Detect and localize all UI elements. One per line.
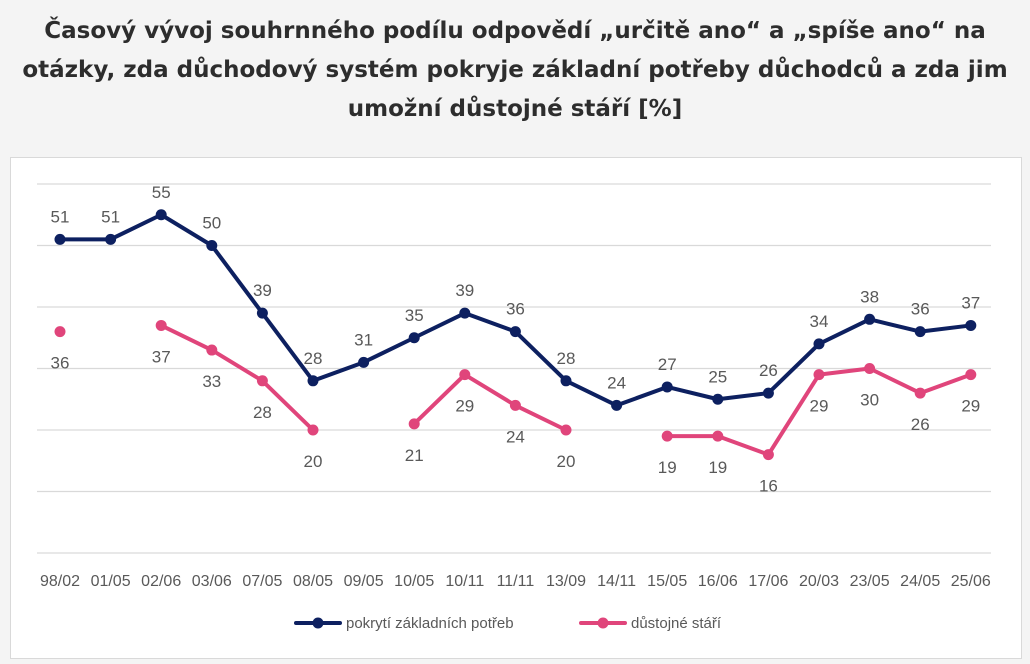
data-label-needs: 26 xyxy=(759,361,778,380)
data-point-needs xyxy=(864,313,876,325)
data-label-needs: 28 xyxy=(557,349,576,368)
data-label-needs: 38 xyxy=(860,287,879,306)
data-label-needs: 51 xyxy=(51,207,70,226)
data-label-dignity: 29 xyxy=(455,397,474,416)
data-point-dignity xyxy=(206,344,218,356)
legend-marker-needs xyxy=(312,617,324,629)
x-tick-label: 20/03 xyxy=(799,573,839,590)
data-label-dignity: 19 xyxy=(708,458,727,477)
legend-marker-dignity xyxy=(597,617,609,629)
data-point-dignity xyxy=(155,319,167,331)
data-point-dignity xyxy=(560,424,572,436)
x-tick-label: 03/06 xyxy=(192,573,232,590)
data-label-needs: 55 xyxy=(152,183,171,202)
data-point-needs xyxy=(459,307,471,319)
series-line-dignity xyxy=(159,323,315,432)
data-point-needs xyxy=(206,240,218,251)
data-point-needs xyxy=(712,393,724,405)
x-tick-label: 01/05 xyxy=(91,573,131,590)
x-tick-label: 09/05 xyxy=(344,573,384,590)
x-tick-label: 98/02 xyxy=(40,573,80,590)
x-tick-label: 10/11 xyxy=(445,573,484,590)
chart-title: Časový vývoj souhrnného podílu odpovědí … xyxy=(22,18,1008,122)
data-point-needs xyxy=(256,307,268,319)
x-tick-label: 17/06 xyxy=(748,573,788,590)
data-point-needs xyxy=(661,381,673,393)
data-label-dignity: 26 xyxy=(911,415,930,434)
data-point-dignity xyxy=(307,424,319,436)
x-tick-label: 23/05 xyxy=(850,573,890,590)
data-label-dignity: 19 xyxy=(658,458,677,477)
data-label-needs: 37 xyxy=(961,293,980,312)
data-point-needs xyxy=(307,375,319,387)
data-label-needs: 39 xyxy=(455,281,474,300)
data-point-dignity xyxy=(509,399,521,411)
x-tick-label: 07/05 xyxy=(242,573,282,590)
x-tick-label: 02/06 xyxy=(141,573,181,590)
x-tick-label: 14/11 xyxy=(597,573,636,590)
data-point-dignity xyxy=(459,369,471,381)
data-label-dignity: 30 xyxy=(860,391,879,410)
data-label-dignity: 29 xyxy=(961,397,980,416)
data-point-dignity xyxy=(256,375,268,387)
x-tick-label: 13/09 xyxy=(546,573,586,590)
data-label-needs: 51 xyxy=(101,207,120,226)
data-point-needs xyxy=(54,233,66,245)
series-line-dignity xyxy=(412,372,568,432)
data-label-dignity: 16 xyxy=(759,477,778,496)
data-label-dignity: 20 xyxy=(304,452,323,471)
x-tick-label: 10/05 xyxy=(394,573,434,590)
data-point-needs xyxy=(560,375,572,387)
line-chart: 98/02 01/05 02/06 03/06 07/05 08/05 09/05 10/05… xyxy=(37,183,991,632)
x-tick-label: 25/06 xyxy=(951,573,991,590)
x-tick-label: 08/05 xyxy=(293,573,333,590)
data-label-dignity: 28 xyxy=(253,403,272,422)
data-point-needs xyxy=(358,356,370,368)
data-label-needs: 24 xyxy=(607,373,626,392)
data-point-dignity xyxy=(712,430,724,442)
data-label-needs: 36 xyxy=(911,300,930,319)
data-label-needs: 39 xyxy=(253,281,272,300)
data-point-needs xyxy=(965,319,977,331)
data-label-dignity: 37 xyxy=(152,347,171,366)
x-tick-label: 16/06 xyxy=(698,573,738,590)
x-tick-label: 11/11 xyxy=(497,573,535,590)
data-label-dignity: 20 xyxy=(557,452,576,471)
data-point-needs xyxy=(762,387,774,399)
data-point-dignity xyxy=(661,430,673,442)
data-point-dignity xyxy=(864,363,876,374)
data-label-needs: 35 xyxy=(405,306,424,325)
data-point-needs xyxy=(408,332,420,344)
x-tick-label: 15/05 xyxy=(647,573,687,590)
chart-area: 98/02 01/05 02/06 03/06 07/05 08/05 09/05 10/05… xyxy=(10,157,1022,659)
data-label-needs: 50 xyxy=(202,214,221,233)
data-label-needs: 36 xyxy=(506,300,525,319)
data-point-needs xyxy=(155,209,167,221)
data-label-dignity: 36 xyxy=(51,354,70,373)
data-point-needs xyxy=(914,326,926,338)
legend-label-needs: pokrytí základních potřeb xyxy=(346,615,514,632)
legend-label-dignity: důstojné stáří xyxy=(631,615,722,632)
x-tick-label: 24/05 xyxy=(900,573,940,590)
data-point-dignity xyxy=(965,369,977,381)
data-point-dignity xyxy=(813,369,825,381)
data-label-needs: 25 xyxy=(708,367,727,386)
data-point-needs xyxy=(611,399,623,411)
data-point-needs xyxy=(509,326,521,338)
data-point-dignity xyxy=(54,326,66,338)
data-label-dignity: 24 xyxy=(506,427,525,446)
data-point-dignity xyxy=(762,449,774,461)
data-label-dignity: 21 xyxy=(405,446,424,465)
data-point-dignity xyxy=(408,418,420,430)
data-point-needs xyxy=(813,338,825,350)
data-label-needs: 34 xyxy=(810,312,829,331)
data-label-needs: 31 xyxy=(354,330,373,349)
data-label-needs: 28 xyxy=(304,349,323,368)
data-point-needs xyxy=(105,233,117,245)
data-label-needs: 27 xyxy=(658,355,677,374)
data-label-dignity: 29 xyxy=(810,397,829,416)
data-point-dignity xyxy=(914,387,926,399)
data-label-dignity: 33 xyxy=(202,372,221,391)
